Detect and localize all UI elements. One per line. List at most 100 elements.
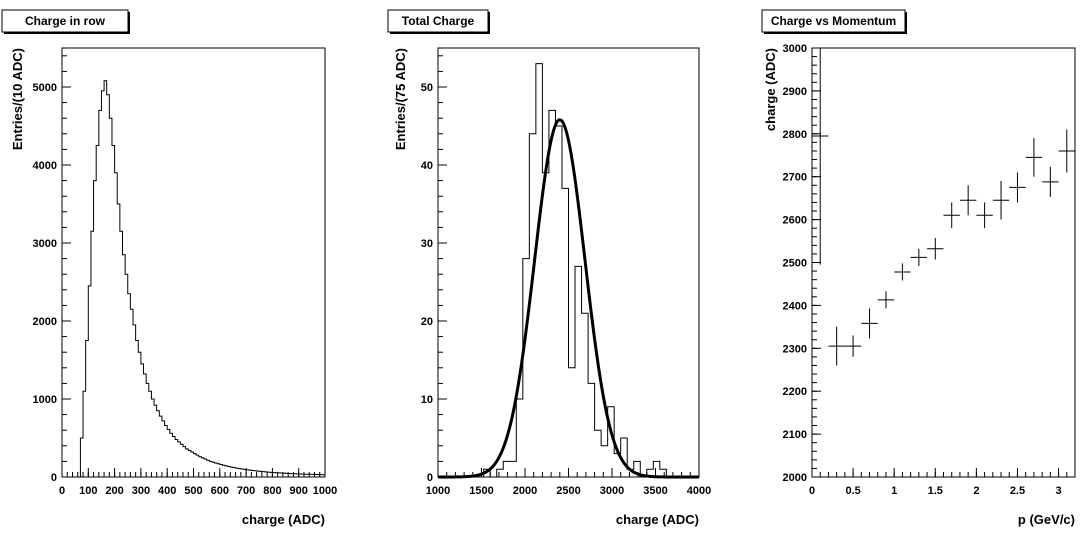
y-tick-label: 2500 xyxy=(783,258,807,270)
histogram-bar xyxy=(286,473,289,477)
y-tick-label: 2300 xyxy=(783,343,807,355)
y-tick-label: 40 xyxy=(421,160,433,172)
histogram-bar xyxy=(523,259,530,477)
histogram-bar xyxy=(204,459,207,477)
histogram-bar xyxy=(201,458,204,477)
x-tick-label: 1 xyxy=(891,485,897,497)
histogram-bar xyxy=(588,383,595,477)
histogram-bar xyxy=(99,110,102,477)
histogram-bar xyxy=(307,474,310,477)
histogram-bar xyxy=(575,266,582,477)
chart-title: Total Charge xyxy=(402,14,475,28)
chart-panel-1: Charge in row 0 1000 2000 3000 4000 5000 0 100 20… xyxy=(1,9,337,527)
histogram-bar xyxy=(80,438,83,477)
x-tick-label: 500 xyxy=(184,485,202,497)
histogram-bar xyxy=(172,436,175,477)
histogram-bar xyxy=(283,473,286,477)
histogram-bar xyxy=(207,460,210,477)
x-tick-label: 0 xyxy=(59,485,65,497)
histogram-bar xyxy=(128,294,131,477)
histogram-bar xyxy=(159,416,162,477)
x-tick-label: 200 xyxy=(105,485,123,497)
x-tick-label: 3 xyxy=(1056,485,1062,497)
histogram-bar xyxy=(199,457,202,477)
data-point xyxy=(1009,172,1026,203)
histogram-bar xyxy=(222,465,225,477)
chart-title-box: Charge vs Momentum xyxy=(761,9,907,34)
chart-panel-3: Charge vs Momentum 2000 2100 2200 2300 2400 25… xyxy=(761,9,1076,527)
x-tick-label: 2 xyxy=(973,485,979,497)
y-tick-label: 4000 xyxy=(33,160,57,172)
histogram-bar xyxy=(299,474,302,477)
histogram-bar xyxy=(270,472,273,477)
histogram-bar xyxy=(291,474,294,477)
x-tick-label: 0 xyxy=(809,485,815,497)
plot-area xyxy=(62,80,326,478)
histogram-bar xyxy=(536,64,543,477)
histogram-bar xyxy=(259,471,262,477)
histogram-bar xyxy=(107,95,110,477)
y-tick-label: 2600 xyxy=(783,215,807,227)
histogram-bar xyxy=(582,313,589,477)
histogram-bar xyxy=(288,473,291,477)
histogram-bar xyxy=(146,383,149,477)
data-point xyxy=(861,308,878,339)
histogram-bar xyxy=(230,467,233,477)
x-tick-label: 100 xyxy=(79,485,97,497)
histogram-bar xyxy=(569,368,576,477)
histogram-bar xyxy=(555,126,562,477)
histogram-bar xyxy=(233,468,236,477)
histogram-bar xyxy=(267,472,270,477)
histogram-bar xyxy=(653,461,660,477)
x-tick-label: 700 xyxy=(237,485,255,497)
histogram-bar xyxy=(262,472,265,477)
histogram-bar xyxy=(562,188,569,477)
histogram-bar xyxy=(304,474,307,477)
histogram-bar xyxy=(178,442,181,477)
histogram-bar xyxy=(91,231,94,477)
x-axis-title: charge (ADC) xyxy=(616,512,699,527)
data-point xyxy=(1042,166,1059,197)
histogram-bins xyxy=(62,80,326,478)
x-axis-title: p (GeV/c) xyxy=(1018,512,1075,527)
histogram-bar xyxy=(246,470,249,477)
x-tick-label: 3500 xyxy=(643,485,667,497)
y-tick-label: 5000 xyxy=(33,82,57,94)
histogram-bar xyxy=(549,110,556,477)
y-tick-label: 1000 xyxy=(33,394,57,406)
histogram-bar xyxy=(170,433,173,477)
data-point xyxy=(927,238,944,260)
chart-title: Charge in row xyxy=(25,14,106,28)
histogram-bar xyxy=(320,475,323,477)
y-tick-label: 30 xyxy=(421,238,433,250)
y-tick-label: 2800 xyxy=(783,129,807,141)
chart-title-box: Total Charge xyxy=(387,9,490,34)
histogram-bar xyxy=(165,426,168,477)
histogram-bar xyxy=(101,91,104,477)
x-tick-label: 600 xyxy=(211,485,229,497)
histogram-bar xyxy=(209,461,212,477)
histogram-bar xyxy=(88,286,91,477)
y-axis-title: charge (ADC) xyxy=(763,48,778,131)
y-tick-label: 0 xyxy=(427,472,433,484)
histogram-bar xyxy=(104,81,107,477)
histogram-bar xyxy=(241,469,244,477)
histogram-bar xyxy=(186,449,189,477)
histogram-bar xyxy=(162,421,165,477)
histogram-bar xyxy=(510,461,517,477)
x-tick-label: 900 xyxy=(290,485,308,497)
histogram-bar xyxy=(217,464,220,477)
x-tick-label: 3000 xyxy=(600,485,624,497)
y-axis-title: Entries/(10 ADC) xyxy=(10,48,25,150)
histogram-bar xyxy=(503,461,510,477)
gaussian-fit-curve xyxy=(438,118,699,479)
data-point xyxy=(943,202,960,229)
histogram-bar xyxy=(314,475,317,477)
plot-area xyxy=(812,48,1075,366)
chart-panel-2: Total Charge 0 10 20 30 40 50 1000 1500 2000 2500 3… xyxy=(387,9,711,527)
histogram-bar xyxy=(112,146,115,478)
x-tick-label: 0.5 xyxy=(845,485,860,497)
x-tick-label: 1500 xyxy=(469,485,493,497)
histogram-bar xyxy=(280,473,283,477)
histogram-bar xyxy=(251,470,254,477)
